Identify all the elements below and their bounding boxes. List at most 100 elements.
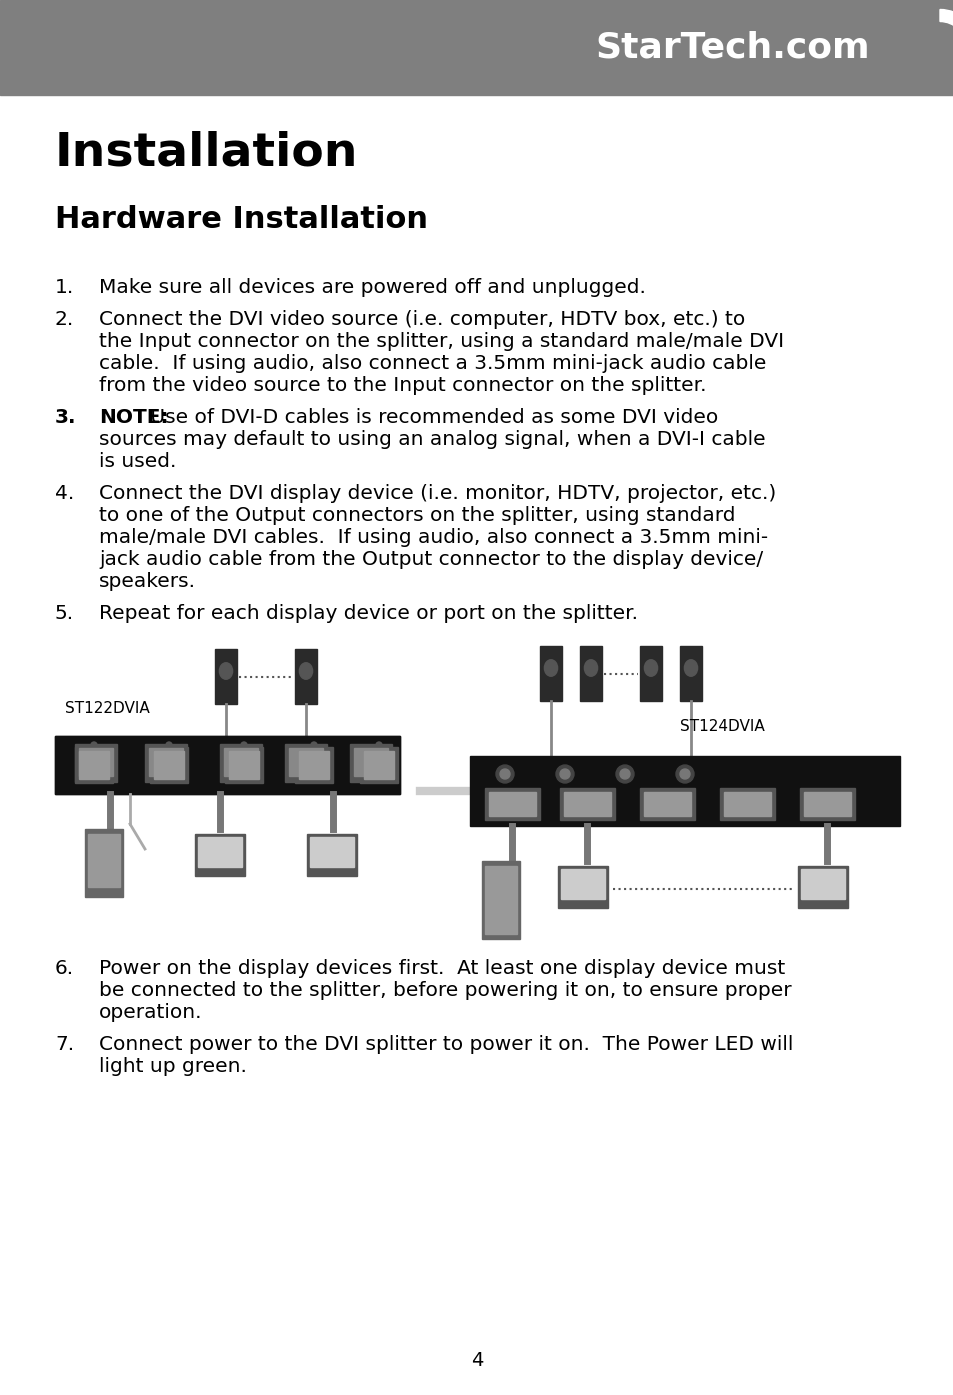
Text: Connect power to the DVI splitter to power it on.  The Power LED will: Connect power to the DVI splitter to pow… (99, 1035, 793, 1055)
Text: 6.: 6. (55, 958, 74, 978)
Text: cable.  If using audio, also connect a 3.5mm mini-jack audio cable: cable. If using audio, also connect a 3.… (99, 354, 765, 372)
Ellipse shape (544, 660, 557, 677)
Bar (88, 834, 120, 887)
Text: Connect the DVI video source (i.e. computer, HDTV box, etc.) to: Connect the DVI video source (i.e. compu… (99, 310, 744, 329)
Text: light up green.: light up green. (99, 1057, 247, 1076)
Text: 4: 4 (471, 1350, 482, 1370)
Bar (643, 792, 690, 816)
Text: NOTE:: NOTE: (99, 407, 169, 427)
Text: jack audio cable from the Output connector to the display device/: jack audio cable from the Output connect… (99, 550, 762, 569)
Bar (720, 788, 774, 820)
Bar (364, 751, 394, 778)
Ellipse shape (496, 764, 514, 783)
Bar (560, 869, 604, 898)
Bar (481, 861, 519, 939)
Bar (149, 748, 183, 776)
Bar (285, 744, 327, 783)
Text: 1.: 1. (55, 278, 74, 297)
Bar (0, 0, 953, 95)
Text: StarTech.com: StarTech.com (595, 31, 869, 64)
Text: 7.: 7. (55, 1035, 74, 1055)
Ellipse shape (241, 742, 247, 748)
Text: to one of the Output connectors on the splitter, using standard: to one of the Output connectors on the s… (99, 506, 735, 525)
Bar (639, 788, 695, 820)
Ellipse shape (91, 742, 97, 748)
Ellipse shape (559, 769, 569, 778)
Bar (679, 646, 701, 702)
Bar (79, 748, 112, 776)
Bar (55, 737, 399, 794)
Text: be connected to the splitter, before powering it on, to ensure proper: be connected to the splitter, before pow… (99, 981, 791, 1000)
Text: the Input connector on the splitter, using a standard male/male DVI: the Input connector on the splitter, usi… (99, 332, 783, 352)
Bar (579, 646, 601, 702)
Text: Connect the DVI display device (i.e. monitor, HDTV, projector, etc.): Connect the DVI display device (i.e. mon… (99, 484, 776, 504)
Bar (85, 829, 123, 897)
Ellipse shape (299, 663, 313, 679)
Bar (225, 746, 263, 783)
Bar (150, 746, 188, 783)
Bar (75, 744, 117, 783)
Ellipse shape (311, 742, 316, 748)
Text: speakers.: speakers. (99, 572, 195, 591)
Wedge shape (939, 10, 953, 47)
Text: operation.: operation. (99, 1003, 202, 1023)
Bar (294, 746, 333, 783)
Bar (214, 649, 236, 704)
Text: Installation: Installation (55, 130, 358, 174)
Text: sources may default to using an analog signal, when a DVI-I cable: sources may default to using an analog s… (99, 430, 765, 449)
Ellipse shape (166, 742, 172, 748)
Bar (224, 748, 257, 776)
Text: ST122DVIA: ST122DVIA (65, 702, 150, 716)
Bar (558, 866, 607, 908)
Text: is used.: is used. (99, 452, 176, 472)
Ellipse shape (619, 769, 629, 778)
Bar (310, 837, 354, 868)
Text: Use of DVI-D cables is recommended as some DVI video: Use of DVI-D cables is recommended as so… (144, 407, 718, 427)
Bar (79, 751, 109, 778)
Bar (539, 646, 561, 702)
Bar (75, 746, 112, 783)
Ellipse shape (499, 769, 510, 778)
Ellipse shape (643, 660, 657, 677)
Text: 4.: 4. (55, 484, 74, 504)
Bar (145, 744, 187, 783)
Bar (803, 792, 850, 816)
Bar (359, 746, 397, 783)
Ellipse shape (616, 764, 634, 783)
Bar (797, 866, 847, 908)
Text: 5.: 5. (55, 604, 74, 624)
Bar (800, 788, 854, 820)
Bar (198, 837, 242, 868)
Ellipse shape (584, 660, 597, 677)
Ellipse shape (556, 764, 574, 783)
Bar (298, 751, 329, 778)
Text: Make sure all devices are powered off and unplugged.: Make sure all devices are powered off an… (99, 278, 645, 297)
Bar (307, 834, 356, 876)
Bar (350, 744, 392, 783)
Text: male/male DVI cables.  If using audio, also connect a 3.5mm mini-: male/male DVI cables. If using audio, al… (99, 527, 767, 547)
Ellipse shape (375, 742, 381, 748)
Bar (723, 792, 770, 816)
Ellipse shape (679, 769, 689, 778)
Text: from the video source to the Input connector on the splitter.: from the video source to the Input conne… (99, 377, 706, 395)
Bar (294, 649, 316, 704)
Ellipse shape (676, 764, 693, 783)
Bar (484, 788, 539, 820)
Bar (229, 751, 258, 778)
Ellipse shape (683, 660, 697, 677)
Bar (489, 792, 536, 816)
Text: ST124DVIA: ST124DVIA (679, 718, 764, 734)
Bar (289, 748, 323, 776)
Text: Repeat for each display device or port on the splitter.: Repeat for each display device or port o… (99, 604, 638, 624)
Bar (559, 788, 615, 820)
Bar (484, 866, 517, 935)
Text: 3.: 3. (55, 407, 76, 427)
Text: Hardware Installation: Hardware Installation (55, 205, 428, 234)
Bar (563, 792, 610, 816)
Bar (220, 744, 262, 783)
Bar (194, 834, 245, 876)
Bar (639, 646, 661, 702)
Bar (801, 869, 844, 898)
Text: Power on the display devices first.  At least one display device must: Power on the display devices first. At l… (99, 958, 784, 978)
Bar (55, 737, 399, 794)
